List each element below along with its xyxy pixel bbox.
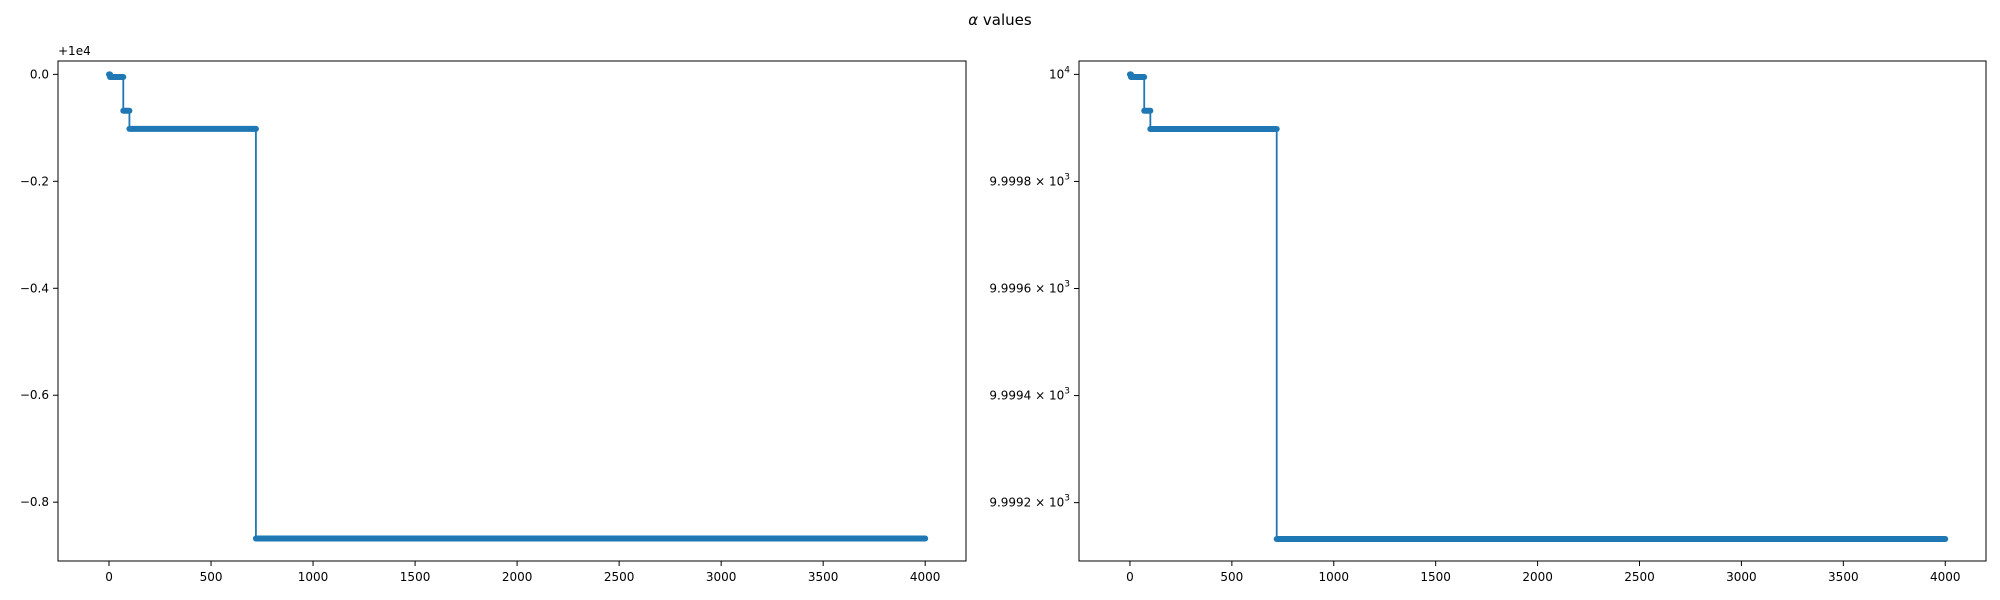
y-tick-mantissa: 9.9998 × 10 — [989, 174, 1064, 188]
x-tick-label: 0 — [1126, 570, 1134, 584]
y-tick-label: 9.9996 × 103 — [989, 280, 1070, 296]
x-tick-label: 2000 — [502, 570, 533, 584]
x-tick-label: 2500 — [604, 570, 635, 584]
y-tick-label: −0.8 — [20, 495, 49, 509]
y-tick-exponent: 3 — [1064, 172, 1070, 182]
y-tick-label: 9.9994 × 103 — [989, 387, 1070, 403]
y-tick-exponent: 3 — [1064, 280, 1070, 290]
x-tick-label: 0 — [105, 570, 113, 584]
x-tick-label: 3500 — [1828, 570, 1859, 584]
x-tick-label: 3000 — [1726, 570, 1757, 584]
x-tick-label: 2500 — [1624, 570, 1655, 584]
x-tick-label: 1500 — [400, 570, 431, 584]
x-tick-label: 3000 — [706, 570, 737, 584]
x-tick-label: 3500 — [808, 570, 839, 584]
x-tick-label: 1000 — [1319, 570, 1350, 584]
y-tick-label: −0.6 — [20, 388, 49, 402]
axes-frame — [57, 60, 967, 562]
chart-panel-linear: 0 500 1000 1500 2000 2500 3000 3500 4000 0.0 −0.2 −… — [20, 44, 967, 584]
y-tick-mantissa: 9.9994 × 10 — [989, 389, 1064, 403]
x-tick-label: 500 — [200, 570, 223, 584]
x-tick-label: 4000 — [910, 570, 941, 584]
y-tick-label: −0.4 — [20, 281, 49, 295]
y-tick-label: 9.9992 × 103 — [989, 494, 1070, 510]
y-tick-exponent: 3 — [1064, 387, 1070, 397]
x-tick-label: 500 — [1220, 570, 1243, 584]
y-tick-label: 9.9998 × 103 — [989, 172, 1070, 188]
x-tick-label: 4000 — [1930, 570, 1961, 584]
y-tick-mantissa: 9.9992 × 10 — [989, 496, 1064, 510]
title-alpha-symbol: α — [968, 11, 978, 29]
y-offset-label: +1e4 — [58, 44, 91, 58]
chart-panel-log: 0 500 1000 1500 2000 2500 3000 3500 4000 104 9.999… — [989, 60, 1987, 584]
y-tick-label: −0.2 — [20, 174, 49, 188]
y-tick-label: 0.0 — [30, 67, 49, 81]
y-tick-mantissa: 10 — [1049, 67, 1064, 81]
y-tick-mantissa: 9.9996 × 10 — [989, 282, 1064, 296]
figure-title: α values — [968, 11, 1032, 29]
y-tick-exponent: 3 — [1064, 494, 1070, 504]
title-text: values — [978, 11, 1032, 29]
y-tick-label: 104 — [1049, 65, 1070, 81]
x-tick-label: 1500 — [1420, 570, 1451, 584]
axes-frame — [1078, 60, 1987, 562]
x-tick-label: 1000 — [298, 570, 329, 584]
x-tick-label: 2000 — [1522, 570, 1553, 584]
y-tick-exponent: 4 — [1064, 65, 1070, 75]
